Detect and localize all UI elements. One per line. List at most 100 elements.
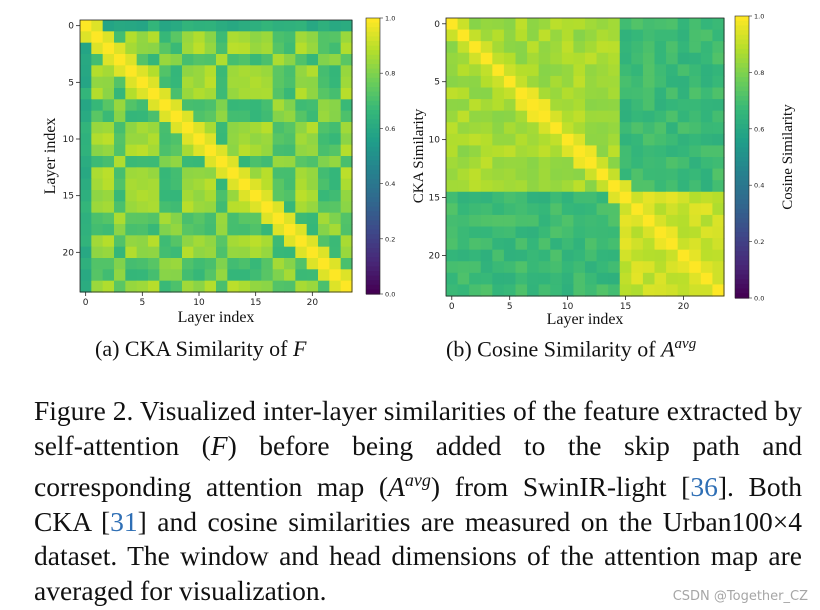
- heatmap-cell: [125, 167, 138, 180]
- heatmap-cell: [457, 214, 470, 228]
- heatmap-cell: [677, 261, 690, 274]
- heatmap-cell: [329, 201, 342, 214]
- heatmap-cell: [91, 133, 104, 146]
- heatmap-cell: [480, 52, 493, 65]
- heatmap-cell: [193, 122, 206, 134]
- heatmap-cell: [295, 99, 308, 112]
- heatmap-cell: [654, 284, 667, 297]
- heatmap-cell: [227, 42, 240, 55]
- heatmap-cell: [712, 249, 725, 262]
- heatmap-cell: [284, 65, 296, 78]
- heatmap-cell: [182, 178, 194, 191]
- heatmap-cell: [561, 238, 575, 251]
- heatmap-cell: [700, 180, 714, 193]
- heatmap-cell: [654, 18, 667, 31]
- heatmap-cell: [515, 99, 528, 112]
- heatmap-cell: [573, 238, 586, 251]
- heatmap-cell: [503, 168, 517, 181]
- heatmap-cell: [102, 258, 115, 270]
- citation-link-31[interactable]: 31: [110, 505, 138, 537]
- heatmap-cell: [503, 75, 517, 89]
- heatmap-cell: [480, 203, 493, 216]
- heatmap-cell: [284, 76, 296, 89]
- heatmap-cell: [666, 226, 679, 239]
- heatmap-cell: [182, 246, 194, 259]
- heatmap-cell: [596, 110, 609, 123]
- heatmap-cell: [114, 167, 126, 180]
- colorbar-segment: [366, 146, 380, 152]
- heatmap-cell: [182, 156, 194, 168]
- heatmap-cell: [261, 258, 274, 270]
- heatmap-cell: [527, 272, 540, 286]
- heatmap-cell: [538, 249, 551, 262]
- heatmap-cell: [204, 269, 217, 282]
- heatmap-cell: [250, 20, 262, 32]
- heatmap-cell: [148, 133, 160, 146]
- heatmap-cell: [170, 201, 183, 214]
- heatmap-cell: [596, 64, 609, 77]
- heatmap-cell: [272, 65, 285, 78]
- heatmap-cell: [102, 31, 115, 44]
- heatmap-cell: [114, 76, 126, 89]
- heatmap-cell: [480, 249, 493, 262]
- heatmap-cell: [654, 249, 667, 262]
- heatmap-cell: [515, 110, 528, 123]
- colorbar-segment: [735, 185, 749, 191]
- heatmap-cell: [261, 224, 274, 236]
- heatmap-cell: [148, 76, 160, 89]
- heatmap-cell: [216, 269, 228, 282]
- heatmap-cell: [619, 110, 632, 123]
- heatmap-cell: [272, 201, 285, 214]
- heatmap-cell: [666, 18, 679, 31]
- heatmap-cell: [573, 284, 586, 297]
- heatmap-cell: [469, 64, 482, 77]
- heatmap-cell: [216, 122, 228, 134]
- heatmap-cell: [272, 224, 285, 236]
- heatmap-cell: [631, 238, 644, 251]
- heatmap-cell: [227, 280, 240, 293]
- heatmap-cell: [102, 54, 115, 66]
- heatmap-cell: [159, 88, 172, 100]
- heatmap-cell: [204, 65, 217, 78]
- heatmap-cell: [538, 133, 551, 147]
- heatmap-cell: [469, 110, 482, 123]
- heatmap-cell: [503, 272, 517, 286]
- heatmap-cell: [642, 157, 656, 170]
- heatmap-cell: [654, 226, 667, 239]
- heatmap-cell: [457, 203, 470, 216]
- citation-link-36[interactable]: 36: [690, 471, 718, 503]
- colorbar-tick-label: 0.8: [754, 69, 764, 77]
- heatmap-cell: [631, 87, 644, 100]
- heatmap-cell: [159, 269, 172, 282]
- heatmap-cell: [666, 203, 679, 216]
- heatmap-cell: [295, 190, 308, 202]
- colorbar-segment: [366, 271, 380, 277]
- colorbar-segment: [366, 50, 380, 56]
- heatmap-cell: [91, 258, 104, 270]
- heatmap-cell: [91, 110, 104, 123]
- heatmap-cell: [538, 145, 551, 158]
- heatmap-frame: [79, 19, 353, 293]
- y-tick-label: 5: [434, 78, 440, 88]
- heatmap-cell: [80, 99, 92, 112]
- heatmap-cell: [148, 156, 160, 168]
- heatmap-cell: [631, 133, 644, 147]
- heatmap-cell: [654, 110, 667, 123]
- heatmap-cell: [538, 226, 551, 239]
- heatmap-cell: [284, 280, 296, 293]
- heatmap-cell: [204, 88, 217, 100]
- heatmap-cell: [80, 20, 92, 32]
- heatmap-cell: [608, 29, 621, 42]
- heatmap-cell: [666, 180, 679, 193]
- heatmap-cell: [700, 272, 714, 286]
- heatmap-cell: [457, 64, 470, 77]
- heatmap-cell: [666, 122, 679, 135]
- heatmap-cell: [642, 41, 656, 54]
- watermark: CSDN @Together_CZ: [672, 589, 808, 604]
- heatmap-cell: [261, 246, 274, 259]
- colorbar-segment: [366, 31, 380, 37]
- colorbar-segment: [366, 22, 380, 28]
- heatmap-cell: [608, 145, 621, 158]
- colorbar-tick-label: 0.4: [385, 180, 395, 188]
- colorbar-segment: [735, 86, 749, 92]
